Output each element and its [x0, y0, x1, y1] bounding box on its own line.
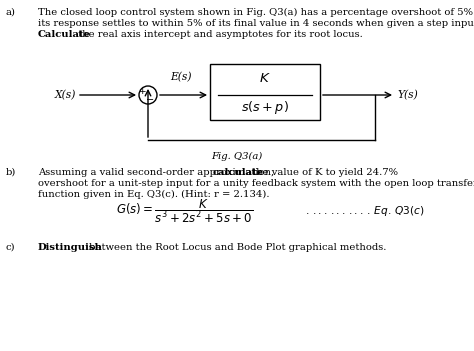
Text: b): b) [6, 168, 17, 177]
Text: The closed loop control system shown in Fig. Q3(a) has a percentage overshoot of: The closed loop control system shown in … [38, 8, 474, 17]
Text: E(s): E(s) [170, 72, 191, 82]
Text: between the Root Locus and Bode Plot graphical methods.: between the Root Locus and Bode Plot gra… [86, 243, 386, 252]
Text: a): a) [6, 8, 16, 17]
Text: c): c) [6, 243, 16, 252]
Text: Calculate: Calculate [38, 30, 91, 39]
Text: +: + [138, 87, 146, 97]
Text: Assuming a valid second-order approximation,: Assuming a valid second-order approximat… [38, 168, 277, 177]
Text: calculate: calculate [213, 168, 264, 177]
Text: Y(s): Y(s) [397, 90, 418, 100]
Text: $\mathit{.\,...\,...\,...\,.\,Eq.\,Q3(c)}$: $\mathit{.\,...\,...\,...\,.\,Eq.\,Q3(c)… [305, 204, 425, 218]
Text: −: − [146, 95, 154, 105]
Text: overshoot for a unit-step input for a unity feedback system with the open loop t: overshoot for a unit-step input for a un… [38, 179, 474, 188]
Text: $G(s) = \dfrac{K}{s^3 + 2s^2 + 5s + 0}$: $G(s) = \dfrac{K}{s^3 + 2s^2 + 5s + 0}$ [117, 197, 254, 225]
Text: X(s): X(s) [55, 90, 76, 100]
Text: $K$: $K$ [259, 72, 271, 85]
Text: $s(s + p)$: $s(s + p)$ [241, 99, 289, 117]
Text: the value of K to yield 24.7%: the value of K to yield 24.7% [249, 168, 399, 177]
Text: the real axis intercept and asymptotes for its root locus.: the real axis intercept and asymptotes f… [75, 30, 363, 39]
FancyBboxPatch shape [210, 64, 320, 120]
Text: its response settles to within 5% of its final value in 4 seconds when given a s: its response settles to within 5% of its… [38, 19, 474, 28]
Text: Distinguish: Distinguish [38, 243, 103, 252]
Text: Fig. Q3(a): Fig. Q3(a) [211, 152, 263, 161]
Text: function given in Eq. Q3(c). (Hint: r = 2.134).: function given in Eq. Q3(c). (Hint: r = … [38, 190, 270, 199]
